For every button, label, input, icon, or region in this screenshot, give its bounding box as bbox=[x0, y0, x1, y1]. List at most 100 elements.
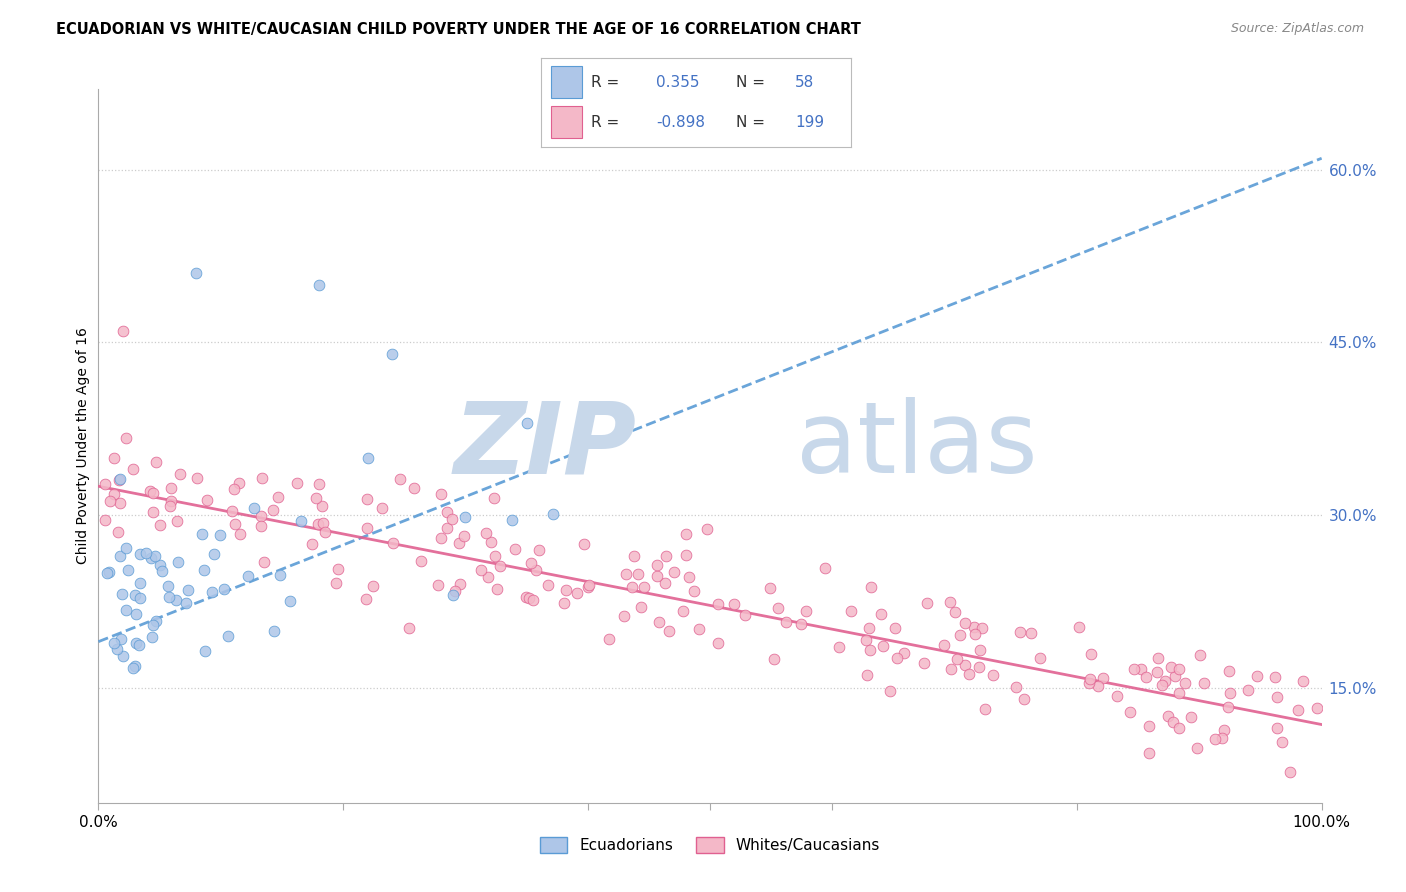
Point bbox=[470, 563, 492, 577]
Point bbox=[1278, 764, 1301, 779]
Point bbox=[186, 266, 208, 280]
Legend: Ecuadorians, Whites/Caucasians: Ecuadorians, Whites/Caucasians bbox=[534, 831, 886, 859]
Point bbox=[1265, 721, 1288, 735]
Point bbox=[541, 507, 564, 521]
Point bbox=[1164, 669, 1187, 683]
Point bbox=[855, 633, 877, 648]
Point bbox=[165, 593, 187, 607]
Point bbox=[524, 563, 547, 577]
Point bbox=[766, 601, 789, 615]
Point bbox=[409, 554, 432, 568]
Point bbox=[141, 550, 163, 565]
Point bbox=[553, 596, 575, 610]
Point bbox=[522, 593, 544, 607]
Point bbox=[1130, 662, 1153, 676]
Point bbox=[301, 537, 323, 551]
Point bbox=[1092, 672, 1115, 686]
Point bbox=[479, 534, 502, 549]
Point bbox=[957, 667, 980, 681]
Point bbox=[142, 486, 165, 500]
Point bbox=[621, 580, 644, 594]
Point bbox=[1150, 677, 1173, 691]
Point bbox=[103, 451, 125, 466]
Point bbox=[1105, 689, 1128, 703]
Point bbox=[193, 564, 215, 578]
Point bbox=[981, 668, 1004, 682]
Point bbox=[841, 604, 863, 618]
Point bbox=[654, 575, 676, 590]
Point bbox=[675, 549, 697, 563]
Point bbox=[197, 493, 219, 508]
Point bbox=[1185, 741, 1208, 756]
Point bbox=[108, 472, 131, 486]
Point bbox=[290, 514, 312, 528]
Point bbox=[828, 640, 851, 654]
Point bbox=[202, 547, 225, 561]
Point bbox=[939, 662, 962, 676]
Point bbox=[449, 577, 471, 591]
Text: 0.355: 0.355 bbox=[655, 75, 699, 89]
Point bbox=[381, 347, 404, 361]
Point bbox=[252, 471, 274, 485]
Point bbox=[520, 556, 543, 570]
Point bbox=[775, 615, 797, 629]
Point bbox=[111, 324, 134, 338]
Point bbox=[627, 566, 650, 581]
Point bbox=[108, 474, 131, 488]
Point bbox=[879, 683, 901, 698]
Point bbox=[361, 579, 384, 593]
Point bbox=[93, 513, 115, 527]
Point bbox=[453, 529, 475, 543]
Point bbox=[100, 494, 122, 508]
Point bbox=[160, 494, 183, 508]
Point bbox=[308, 476, 330, 491]
Point bbox=[159, 482, 181, 496]
Point bbox=[238, 569, 260, 583]
Point bbox=[485, 582, 508, 596]
Point bbox=[537, 578, 560, 592]
Point bbox=[311, 499, 333, 513]
Point bbox=[949, 628, 972, 642]
Point bbox=[128, 591, 150, 606]
Text: R =: R = bbox=[591, 115, 619, 129]
Point bbox=[177, 583, 200, 598]
Point bbox=[436, 521, 458, 535]
Point bbox=[723, 597, 745, 611]
Point bbox=[190, 527, 212, 541]
Point bbox=[1188, 648, 1211, 662]
Text: ECUADORIAN VS WHITE/CAUCASIAN CHILD POVERTY UNDER THE AGE OF 16 CORRELATION CHAR: ECUADORIAN VS WHITE/CAUCASIAN CHILD POVE… bbox=[56, 22, 860, 37]
Point bbox=[440, 512, 463, 526]
Point bbox=[325, 575, 347, 590]
Point bbox=[856, 668, 879, 682]
Text: R =: R = bbox=[591, 75, 619, 89]
Point bbox=[447, 536, 470, 550]
Point bbox=[1168, 721, 1191, 735]
Point bbox=[194, 644, 217, 658]
Point bbox=[1080, 648, 1102, 662]
Point bbox=[129, 575, 152, 590]
Point bbox=[963, 620, 986, 634]
Point bbox=[1265, 690, 1288, 704]
Point bbox=[969, 660, 991, 674]
Point bbox=[1286, 703, 1309, 717]
Point bbox=[969, 643, 991, 657]
Point bbox=[859, 643, 882, 657]
Point bbox=[1157, 708, 1180, 723]
Point bbox=[356, 492, 378, 507]
Point bbox=[157, 579, 180, 593]
Point bbox=[1147, 650, 1170, 665]
Point bbox=[262, 502, 284, 516]
Point bbox=[1306, 700, 1329, 714]
Point bbox=[672, 604, 695, 618]
Point bbox=[427, 577, 450, 591]
Point bbox=[1005, 680, 1028, 694]
Point bbox=[157, 590, 180, 604]
Point bbox=[869, 607, 891, 622]
Point bbox=[326, 561, 349, 575]
Point bbox=[143, 549, 166, 563]
Point bbox=[1069, 619, 1091, 633]
Point bbox=[1139, 746, 1161, 760]
Point bbox=[1167, 662, 1189, 676]
Point bbox=[1168, 686, 1191, 700]
Point bbox=[1012, 692, 1035, 706]
